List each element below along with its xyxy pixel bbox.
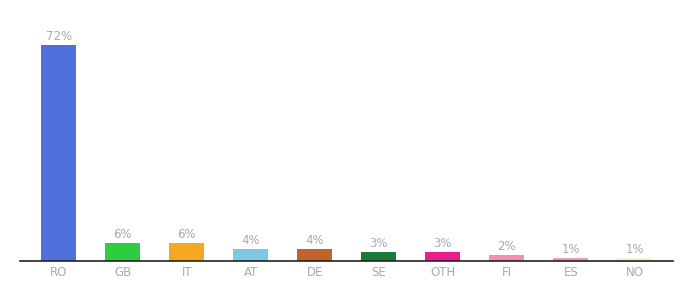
- Bar: [554, 258, 588, 261]
- Text: 1%: 1%: [562, 243, 580, 256]
- Text: 6%: 6%: [177, 228, 196, 241]
- Text: 4%: 4%: [241, 234, 260, 247]
- Text: 72%: 72%: [46, 30, 72, 43]
- Bar: [41, 45, 76, 261]
- Text: 6%: 6%: [114, 228, 132, 241]
- Text: 2%: 2%: [498, 240, 516, 253]
- Text: 4%: 4%: [305, 234, 324, 247]
- Text: 3%: 3%: [434, 237, 452, 250]
- Bar: [617, 258, 652, 261]
- Text: 3%: 3%: [369, 237, 388, 250]
- Bar: [489, 255, 524, 261]
- Bar: [169, 243, 205, 261]
- Bar: [105, 243, 140, 261]
- Bar: [361, 252, 396, 261]
- Bar: [297, 249, 333, 261]
- Text: 1%: 1%: [626, 243, 644, 256]
- Bar: [425, 252, 460, 261]
- Bar: [233, 249, 269, 261]
